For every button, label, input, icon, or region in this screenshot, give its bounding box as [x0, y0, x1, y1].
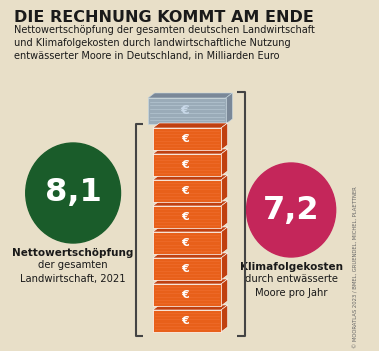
Polygon shape	[221, 253, 228, 280]
Text: €: €	[181, 186, 189, 196]
Polygon shape	[221, 123, 228, 150]
Text: © MOORATLAS 2023 / BMEL, GRUENDEL, MICHEL, PLAETTNER: © MOORATLAS 2023 / BMEL, GRUENDEL, MICHE…	[353, 186, 359, 348]
Bar	[153, 154, 221, 176]
Bar	[153, 284, 221, 306]
Circle shape	[26, 143, 121, 243]
Polygon shape	[221, 227, 228, 254]
Text: Nettowertschöpfung der gesamten deutschen Landwirtschaft
und Klimafolgekosten du: Nettowertschöpfung der gesamten deutsche…	[14, 25, 315, 61]
Polygon shape	[221, 305, 228, 332]
Polygon shape	[226, 93, 232, 124]
Polygon shape	[148, 93, 232, 98]
Bar	[153, 258, 221, 280]
Polygon shape	[221, 175, 228, 202]
Text: €: €	[180, 105, 190, 118]
Polygon shape	[221, 279, 228, 306]
Polygon shape	[153, 201, 228, 206]
Polygon shape	[153, 123, 228, 128]
Bar	[153, 232, 221, 254]
Polygon shape	[153, 305, 228, 310]
Polygon shape	[153, 149, 228, 154]
Bar	[148, 98, 226, 124]
Text: €: €	[181, 212, 189, 222]
Polygon shape	[153, 175, 228, 180]
Text: €: €	[181, 160, 189, 170]
Bar	[153, 206, 221, 228]
Circle shape	[247, 163, 336, 257]
Polygon shape	[153, 227, 228, 232]
Text: €: €	[181, 316, 189, 326]
Text: der gesamten
Landwirtschaft, 2021: der gesamten Landwirtschaft, 2021	[20, 260, 126, 284]
Text: €: €	[181, 264, 189, 274]
Text: durch entwässerte
Moore pro Jahr: durch entwässerte Moore pro Jahr	[244, 274, 338, 298]
Polygon shape	[221, 201, 228, 228]
Text: €: €	[181, 290, 189, 300]
Bar	[153, 310, 221, 332]
Text: €: €	[181, 134, 189, 144]
Text: DIE RECHNUNG KOMMT AM ENDE: DIE RECHNUNG KOMMT AM ENDE	[14, 10, 314, 25]
Text: €: €	[181, 238, 189, 248]
Text: Nettowertschöpfung: Nettowertschöpfung	[13, 248, 134, 258]
Bar	[153, 180, 221, 202]
Text: Klimafolgekosten: Klimafolgekosten	[240, 262, 343, 272]
Polygon shape	[153, 253, 228, 258]
Bar	[153, 128, 221, 150]
Text: 7,2: 7,2	[263, 194, 319, 225]
Polygon shape	[153, 279, 228, 284]
Text: 8,1: 8,1	[45, 178, 102, 208]
Polygon shape	[221, 149, 228, 176]
